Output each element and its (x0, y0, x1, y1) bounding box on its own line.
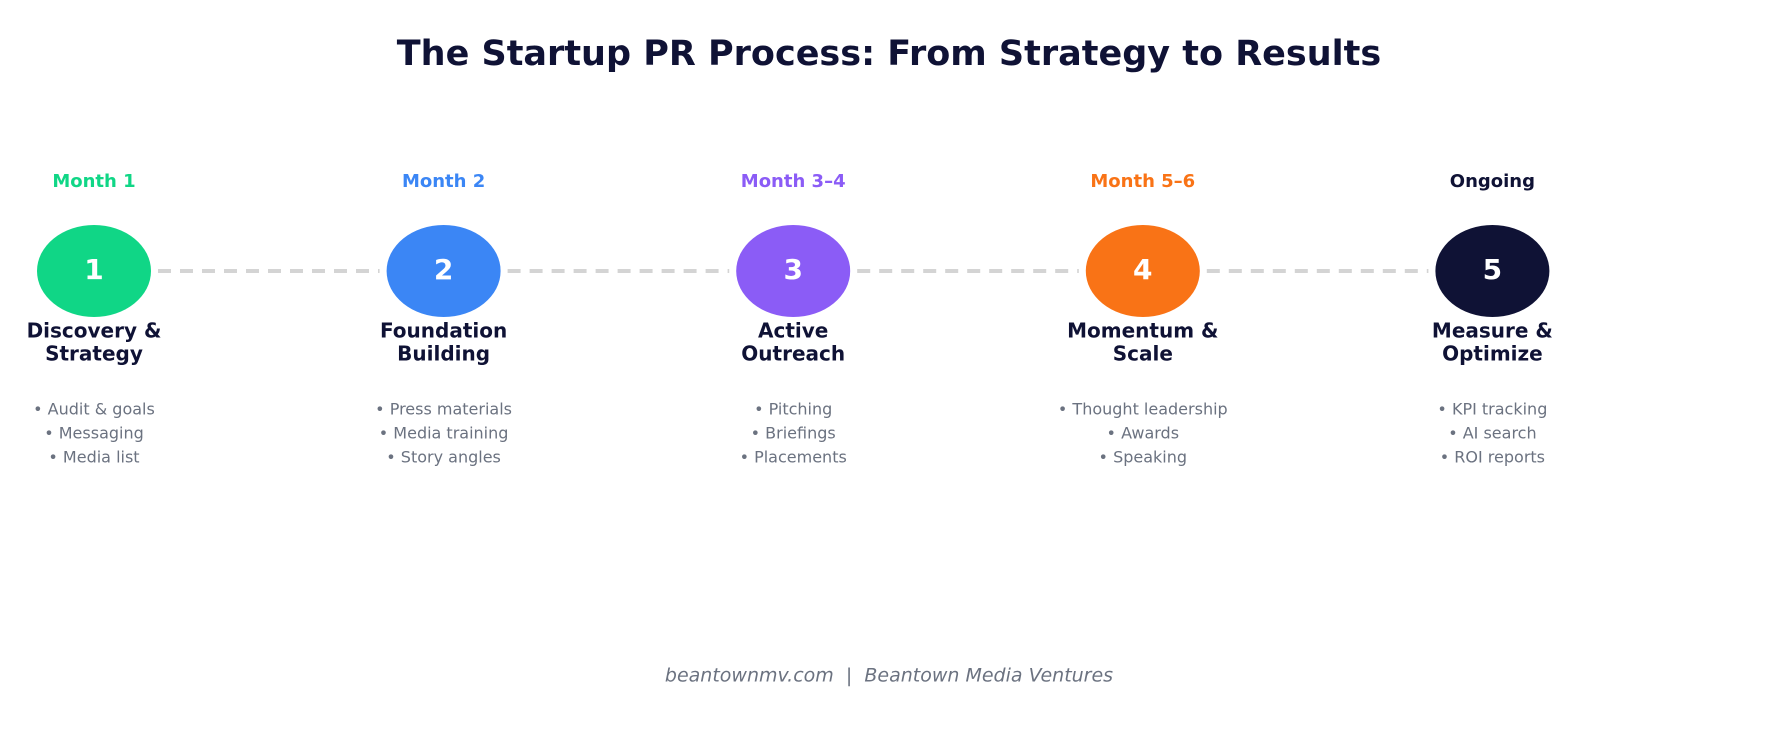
step-bullet: • Media training (379, 424, 509, 443)
step-title: Foundation (380, 319, 507, 343)
step-circle (386, 225, 501, 317)
step-bullet: • Briefings (751, 424, 836, 443)
step-title: Discovery & (27, 319, 162, 343)
step-title: Outreach (741, 342, 845, 366)
step-title: Active (758, 319, 828, 343)
step-bullet: • Thought leadership (1058, 400, 1228, 419)
step-number: 5 (1483, 253, 1502, 286)
step-bullet: • ROI reports (1440, 448, 1545, 467)
step-bullet: • AI search (1448, 424, 1536, 443)
step-number: 1 (84, 253, 103, 286)
step-title: Measure & (1432, 319, 1553, 343)
step-title: Momentum & (1067, 319, 1218, 343)
step-bullet: • Placements (740, 448, 847, 467)
step-bullet: • Awards (1107, 424, 1180, 443)
step-bullet: • Press materials (375, 400, 512, 419)
step-bullet: • Pitching (754, 400, 832, 419)
step-bullet: • Story angles (386, 448, 501, 467)
step-circle (736, 225, 851, 317)
step-title: Strategy (45, 342, 143, 366)
step-number: 4 (1133, 253, 1152, 286)
step-bullet: • Messaging (44, 424, 144, 443)
step-number: 3 (783, 253, 802, 286)
step-bullet: • Speaking (1099, 448, 1188, 467)
footer: beantownmv.com | Beantown Media Ventures (665, 665, 1113, 687)
step-time: Month 1 (52, 171, 135, 192)
step-time: Month 5–6 (1090, 171, 1195, 192)
step-title: Scale (1113, 342, 1173, 366)
step-circle (1435, 225, 1550, 317)
step-title: Building (397, 342, 490, 366)
title: The Startup PR Process: From Strategy to… (397, 34, 1381, 74)
step-bullet: • KPI tracking (1437, 400, 1547, 419)
step-time: Ongoing (1450, 171, 1535, 192)
step-circle (1085, 225, 1200, 317)
step-time: Month 2 (402, 171, 485, 192)
step-bullet: • Media list (48, 448, 139, 467)
step-number: 2 (434, 253, 453, 286)
step-title: Optimize (1442, 342, 1543, 366)
step-time: Month 3–4 (741, 171, 846, 192)
step-circle (37, 225, 151, 317)
step-bullet: • Audit & goals (33, 400, 155, 419)
